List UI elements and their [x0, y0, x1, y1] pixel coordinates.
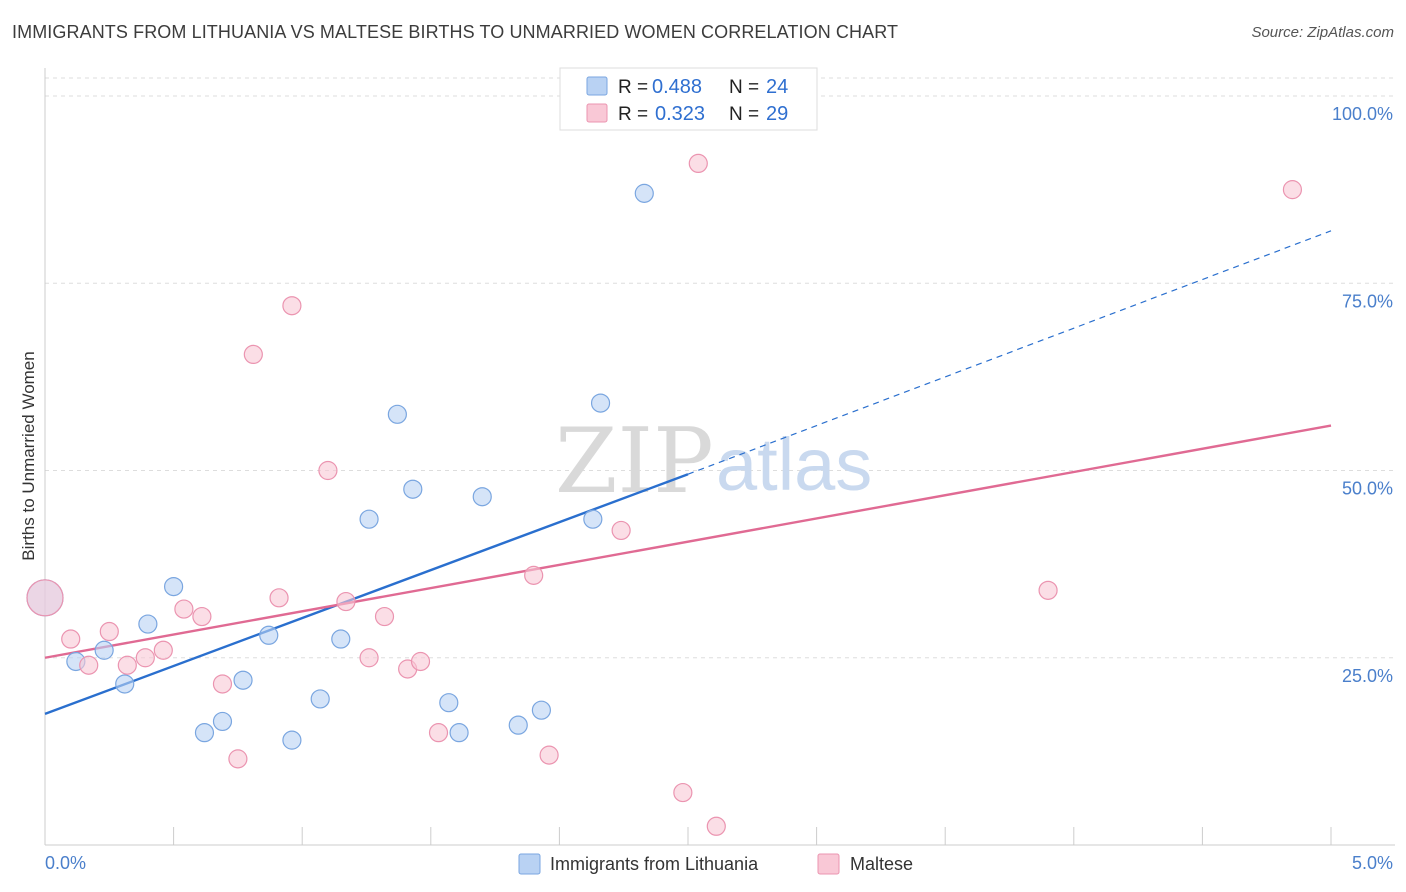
legend-swatch-maltese [586, 103, 608, 123]
x-tick-label-1: 5.0% [1352, 853, 1393, 873]
maltese-point-15 [336, 591, 356, 612]
trend-line-lithuania-extension [687, 230, 1332, 475]
lithuania-point-8 [233, 670, 253, 690]
legend-r-label-maltese: R = [618, 104, 648, 125]
legend-r-label-lithuania: R = [618, 77, 648, 98]
x-tick-labels: 0.0% 5.0% [45, 853, 1393, 873]
maltese-point-24 [673, 782, 693, 803]
bottom-legend-label-maltese: Maltese [850, 854, 913, 874]
maltese-point-12 [269, 588, 289, 608]
lithuania-point-17 [449, 723, 469, 743]
maltese-point-20 [428, 723, 449, 743]
maltese-point-28 [1282, 180, 1303, 200]
bottom-legend-swatch-maltese [817, 853, 840, 875]
lithuania-point-22 [590, 393, 611, 413]
trend-line-lithuania [44, 473, 689, 716]
bottom-legend-swatch-lithuania [518, 853, 541, 875]
maltese-point-6 [153, 640, 173, 660]
maltese-point-21 [524, 565, 544, 585]
maltese-point-2 [79, 655, 99, 675]
lithuania-point-20 [531, 700, 551, 720]
maltese-point-23 [611, 520, 631, 541]
maltese-point-1 [61, 629, 81, 649]
lithuania-point-11 [310, 689, 330, 709]
maltese-point-26 [706, 816, 726, 836]
trend-line-maltese [44, 424, 1332, 659]
maltese-point-3 [99, 621, 119, 642]
maltese-point-22 [539, 745, 559, 765]
bottom-legend-label-lithuania: Immigrants from Lithuania [550, 854, 759, 874]
lithuania-point-4 [138, 614, 158, 634]
correlation-legend: R = 0.488 N = 24 R = 0.323 N = 29 [559, 67, 818, 131]
maltese-point-13 [282, 296, 302, 316]
chart-title: IMMIGRANTS FROM LITHUANIA VS MALTESE BIR… [12, 22, 899, 42]
legend-n-label-maltese: N = [729, 104, 759, 125]
maltese-point-17 [374, 606, 395, 627]
maltese-point-25 [688, 153, 708, 174]
lithuania-point-7 [212, 711, 233, 732]
maltese-point-8 [192, 606, 212, 627]
x-tick-label-0: 0.0% [45, 853, 86, 873]
lithuania-point-9 [259, 625, 279, 645]
axes [44, 68, 1395, 846]
lithuania-point-19 [508, 715, 528, 735]
trend-lines [44, 230, 1332, 716]
y-tick-label-1: 50.0% [1342, 479, 1393, 499]
legend-n-value-maltese: 29 [766, 103, 788, 125]
source-label: Source: ZipAtlas.com [1251, 24, 1394, 41]
maltese-point-16 [359, 648, 379, 668]
lithuania-point-6 [194, 723, 215, 743]
legend-r-value-maltese: 0.323 [655, 103, 705, 125]
y-tick-label-3: 100.0% [1332, 104, 1393, 124]
legend-n-label-lithuania: N = [729, 77, 759, 98]
maltese-point-7 [174, 599, 194, 619]
series-maltese-points [26, 153, 1303, 836]
lithuania-point-23 [634, 183, 654, 203]
maltese-point-4 [117, 655, 137, 675]
lithuania-point-13 [359, 509, 379, 529]
y-tick-labels: 25.0% 50.0% 75.0% 100.0% [1332, 104, 1393, 686]
lithuania-point-21 [583, 509, 603, 529]
lithuania-point-2 [94, 640, 114, 660]
y-tick-label-2: 75.0% [1342, 291, 1393, 311]
legend-n-value-lithuania: 24 [766, 76, 788, 98]
maltese-point-19 [410, 651, 431, 672]
legend-r-value-lithuania: 0.488 [652, 76, 702, 98]
grid-lines [45, 77, 1395, 659]
watermark-atlas: atlas [716, 423, 872, 506]
lithuania-point-16 [439, 693, 459, 713]
lithuania-point-5 [164, 576, 184, 597]
lithuania-point-18 [472, 487, 492, 507]
lithuania-point-10 [282, 730, 302, 750]
series-legend: Immigrants from Lithuania Maltese [518, 853, 913, 875]
maltese-point-0 [26, 579, 64, 617]
maltese-point-27 [1038, 580, 1058, 600]
lithuania-point-14 [387, 404, 407, 424]
maltese-point-10 [228, 749, 248, 769]
lithuania-point-3 [115, 674, 135, 694]
maltese-point-5 [135, 648, 155, 668]
watermark-zip: ZIP [555, 409, 714, 514]
y-tick-label-0: 25.0% [1342, 666, 1393, 686]
maltese-point-14 [318, 460, 338, 481]
maltese-point-9 [212, 674, 233, 694]
y-axis-title: Births to Unmarried Women [19, 351, 38, 560]
legend-swatch-lithuania [586, 76, 608, 96]
lithuania-point-12 [331, 629, 351, 649]
maltese-point-11 [243, 344, 263, 365]
lithuania-point-15 [403, 479, 423, 499]
watermark: ZIP atlas [555, 409, 872, 514]
